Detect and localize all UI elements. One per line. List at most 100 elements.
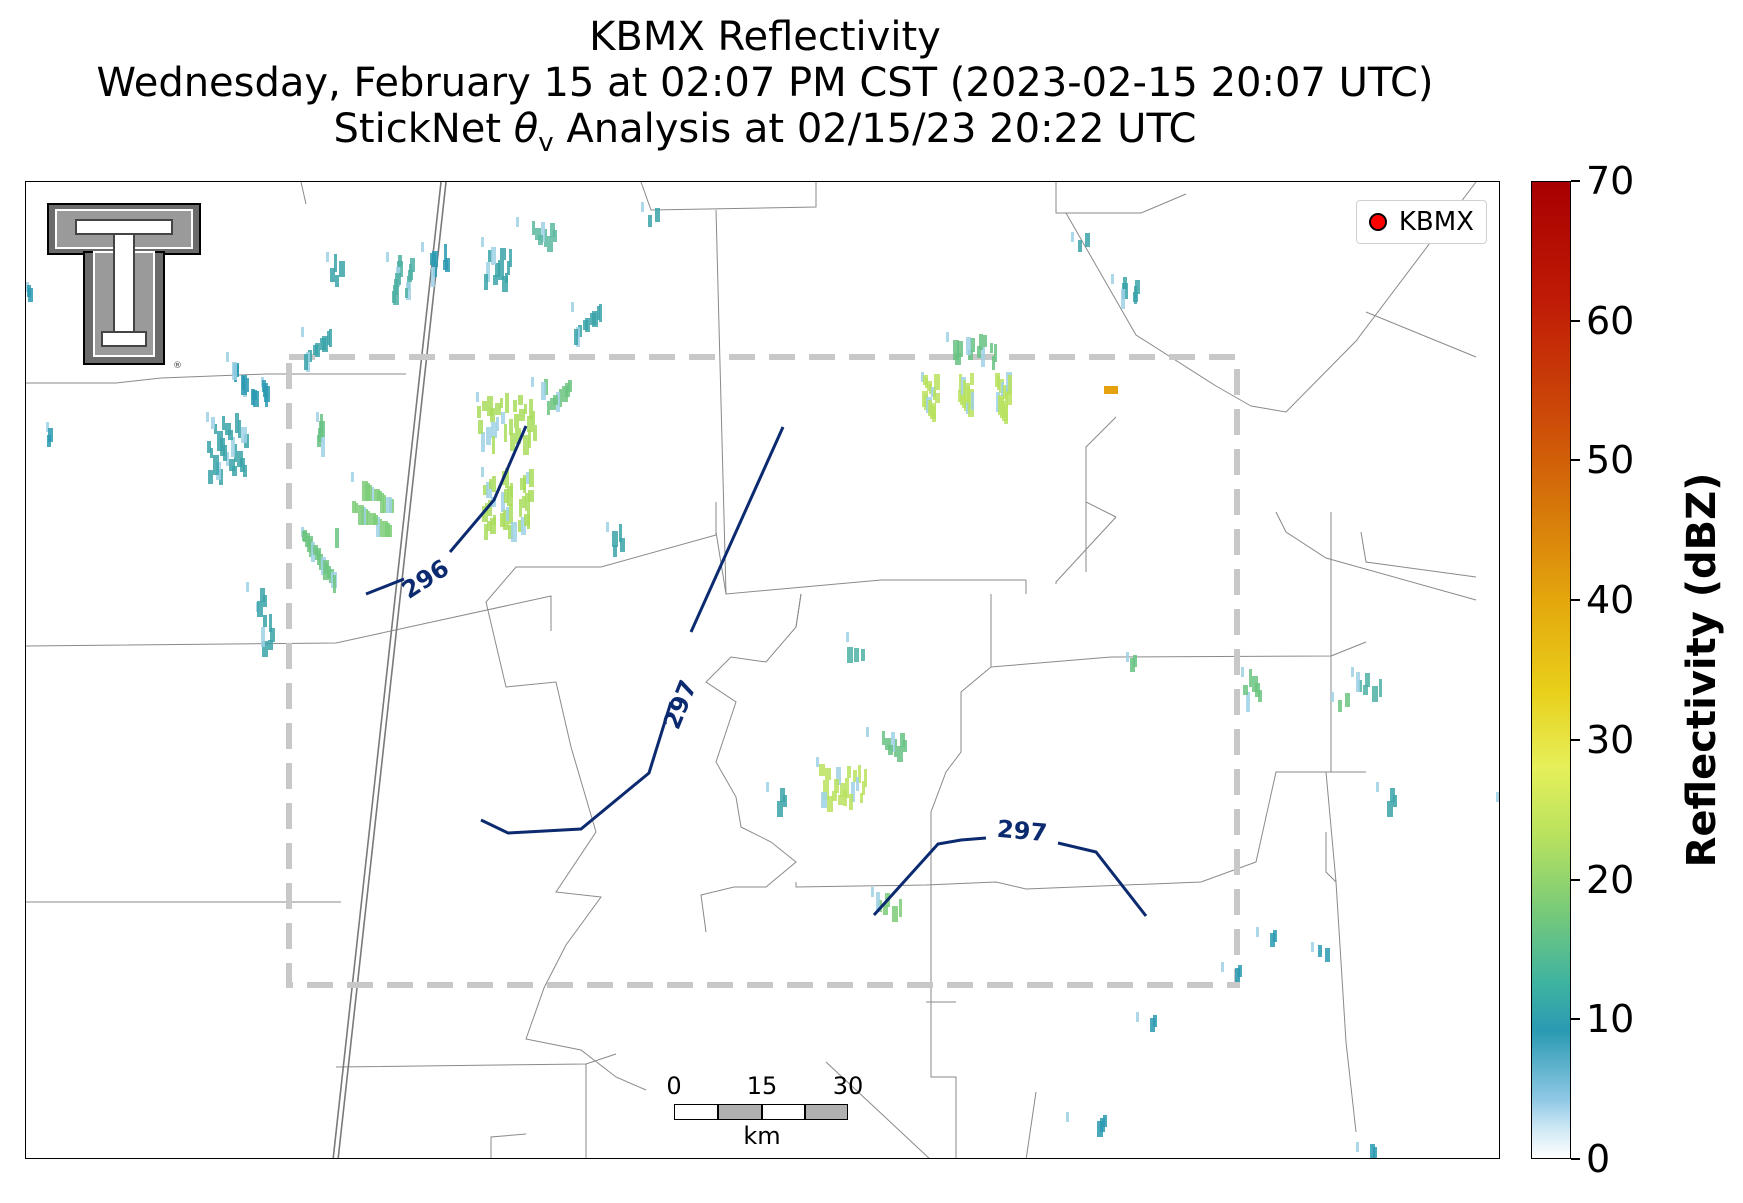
echo-cell bbox=[217, 431, 223, 451]
echo-cell bbox=[334, 254, 337, 272]
echo-cell bbox=[836, 767, 841, 785]
echo-cell bbox=[963, 380, 966, 398]
echo-cell bbox=[541, 222, 545, 242]
contour-label-297-east: 297 bbox=[996, 815, 1048, 847]
echo-cell bbox=[527, 416, 533, 432]
echo-cell bbox=[541, 382, 546, 400]
echo-cell bbox=[1356, 1142, 1359, 1152]
echo-cell bbox=[1085, 233, 1090, 247]
echo-cell bbox=[655, 208, 660, 222]
echo-cell bbox=[882, 731, 885, 745]
scale-segment-1 bbox=[674, 1104, 718, 1120]
contour-297-east bbox=[872, 836, 987, 917]
echo-cell bbox=[1246, 692, 1250, 712]
echo-cell bbox=[827, 796, 833, 812]
echo-cell bbox=[231, 437, 235, 457]
echo-cell bbox=[207, 441, 211, 453]
echo-cell bbox=[528, 430, 531, 448]
echo-cell bbox=[213, 455, 219, 475]
echo-cell bbox=[846, 632, 849, 642]
echo-cell bbox=[574, 329, 578, 345]
echo-cell bbox=[510, 483, 513, 497]
echo-cell bbox=[971, 392, 974, 410]
colorbar-tick-mark bbox=[1571, 180, 1580, 182]
echo-cell bbox=[1005, 388, 1008, 402]
echo-cell bbox=[932, 406, 936, 422]
echo-cell bbox=[521, 517, 526, 535]
echo-cell bbox=[970, 338, 975, 352]
echo-cell bbox=[382, 521, 388, 537]
echo-cell bbox=[355, 503, 358, 513]
echo-cell bbox=[493, 515, 496, 525]
radar-map[interactable]: 296 297 297 ® KBMX 0 15 30 km bbox=[25, 181, 1500, 1159]
colorbar-tick-mark bbox=[1571, 459, 1580, 462]
echo-cell bbox=[508, 525, 513, 539]
echo-cell bbox=[329, 329, 332, 347]
colorbar-tick-mark bbox=[1571, 599, 1580, 602]
echo-cell bbox=[532, 411, 535, 425]
echo-cell bbox=[1126, 652, 1129, 662]
echo-cell bbox=[523, 435, 529, 455]
echo-cell bbox=[957, 341, 963, 357]
echo-cell bbox=[1363, 685, 1368, 695]
echo-cell bbox=[352, 501, 356, 513]
colorbar-tick-label: 40 bbox=[1586, 578, 1635, 623]
echo-cell bbox=[309, 539, 312, 557]
echo-cell bbox=[484, 524, 488, 540]
plot-title: KBMX Reflectivity Wednesday, February 15… bbox=[0, 14, 1530, 166]
title-line-3: StickNet θv Analysis at 02/15/23 20:22 U… bbox=[333, 106, 1197, 158]
echo-cell bbox=[885, 738, 891, 750]
echo-cell bbox=[894, 739, 897, 757]
echo-cell bbox=[528, 490, 534, 502]
colorbar-tick-mark bbox=[1571, 319, 1580, 322]
echo-cell bbox=[1379, 679, 1382, 697]
echo-cell bbox=[990, 343, 993, 353]
echo-cell bbox=[444, 244, 447, 262]
echo-cell bbox=[959, 374, 962, 392]
echo-cell bbox=[1256, 927, 1259, 937]
echo-cell bbox=[327, 331, 330, 345]
echo-cell bbox=[501, 492, 505, 512]
echo-cell bbox=[968, 405, 974, 417]
echo-cell bbox=[229, 459, 235, 471]
scale-segment-2 bbox=[718, 1104, 762, 1120]
echo-cell bbox=[1221, 962, 1224, 972]
echo-cell bbox=[900, 733, 905, 747]
echo-cell bbox=[358, 505, 364, 525]
echo-cell bbox=[981, 347, 985, 367]
echo-cell bbox=[1133, 292, 1138, 302]
echo-cell bbox=[408, 270, 413, 280]
contour-296-upper bbox=[448, 425, 528, 553]
echo-cell bbox=[516, 217, 519, 227]
echo-cell bbox=[1356, 672, 1360, 692]
echo-cell bbox=[500, 248, 506, 260]
echo-cell bbox=[491, 247, 496, 265]
echo-cell bbox=[992, 356, 995, 370]
echo-cell bbox=[410, 258, 415, 272]
echo-cell bbox=[491, 422, 497, 438]
echo-cell bbox=[257, 601, 263, 617]
echo-cell bbox=[1331, 692, 1334, 702]
echo-cell bbox=[1111, 274, 1114, 284]
contour-296 bbox=[365, 577, 405, 596]
echo-cell bbox=[481, 237, 484, 247]
echo-cell bbox=[487, 521, 492, 531]
echo-cell bbox=[519, 499, 522, 517]
echo-cell bbox=[620, 538, 625, 552]
echo-cell bbox=[351, 472, 354, 482]
echo-cell bbox=[502, 276, 508, 292]
echo-cell bbox=[550, 223, 555, 237]
echo-cell bbox=[335, 275, 339, 287]
echo-cell bbox=[301, 327, 304, 337]
echo-cell bbox=[234, 444, 237, 462]
echo-cell bbox=[892, 906, 898, 922]
echo-cell bbox=[583, 320, 588, 330]
echo-cell bbox=[330, 268, 335, 282]
scale-tick-0: 0 bbox=[666, 1072, 682, 1100]
echo-cell bbox=[241, 375, 247, 395]
echo-cell bbox=[214, 424, 217, 434]
colorbar-tick-mark bbox=[1571, 1018, 1580, 1021]
echo-cell bbox=[406, 282, 411, 300]
echo-cell bbox=[1150, 1018, 1155, 1032]
echo-cell bbox=[1008, 375, 1012, 395]
